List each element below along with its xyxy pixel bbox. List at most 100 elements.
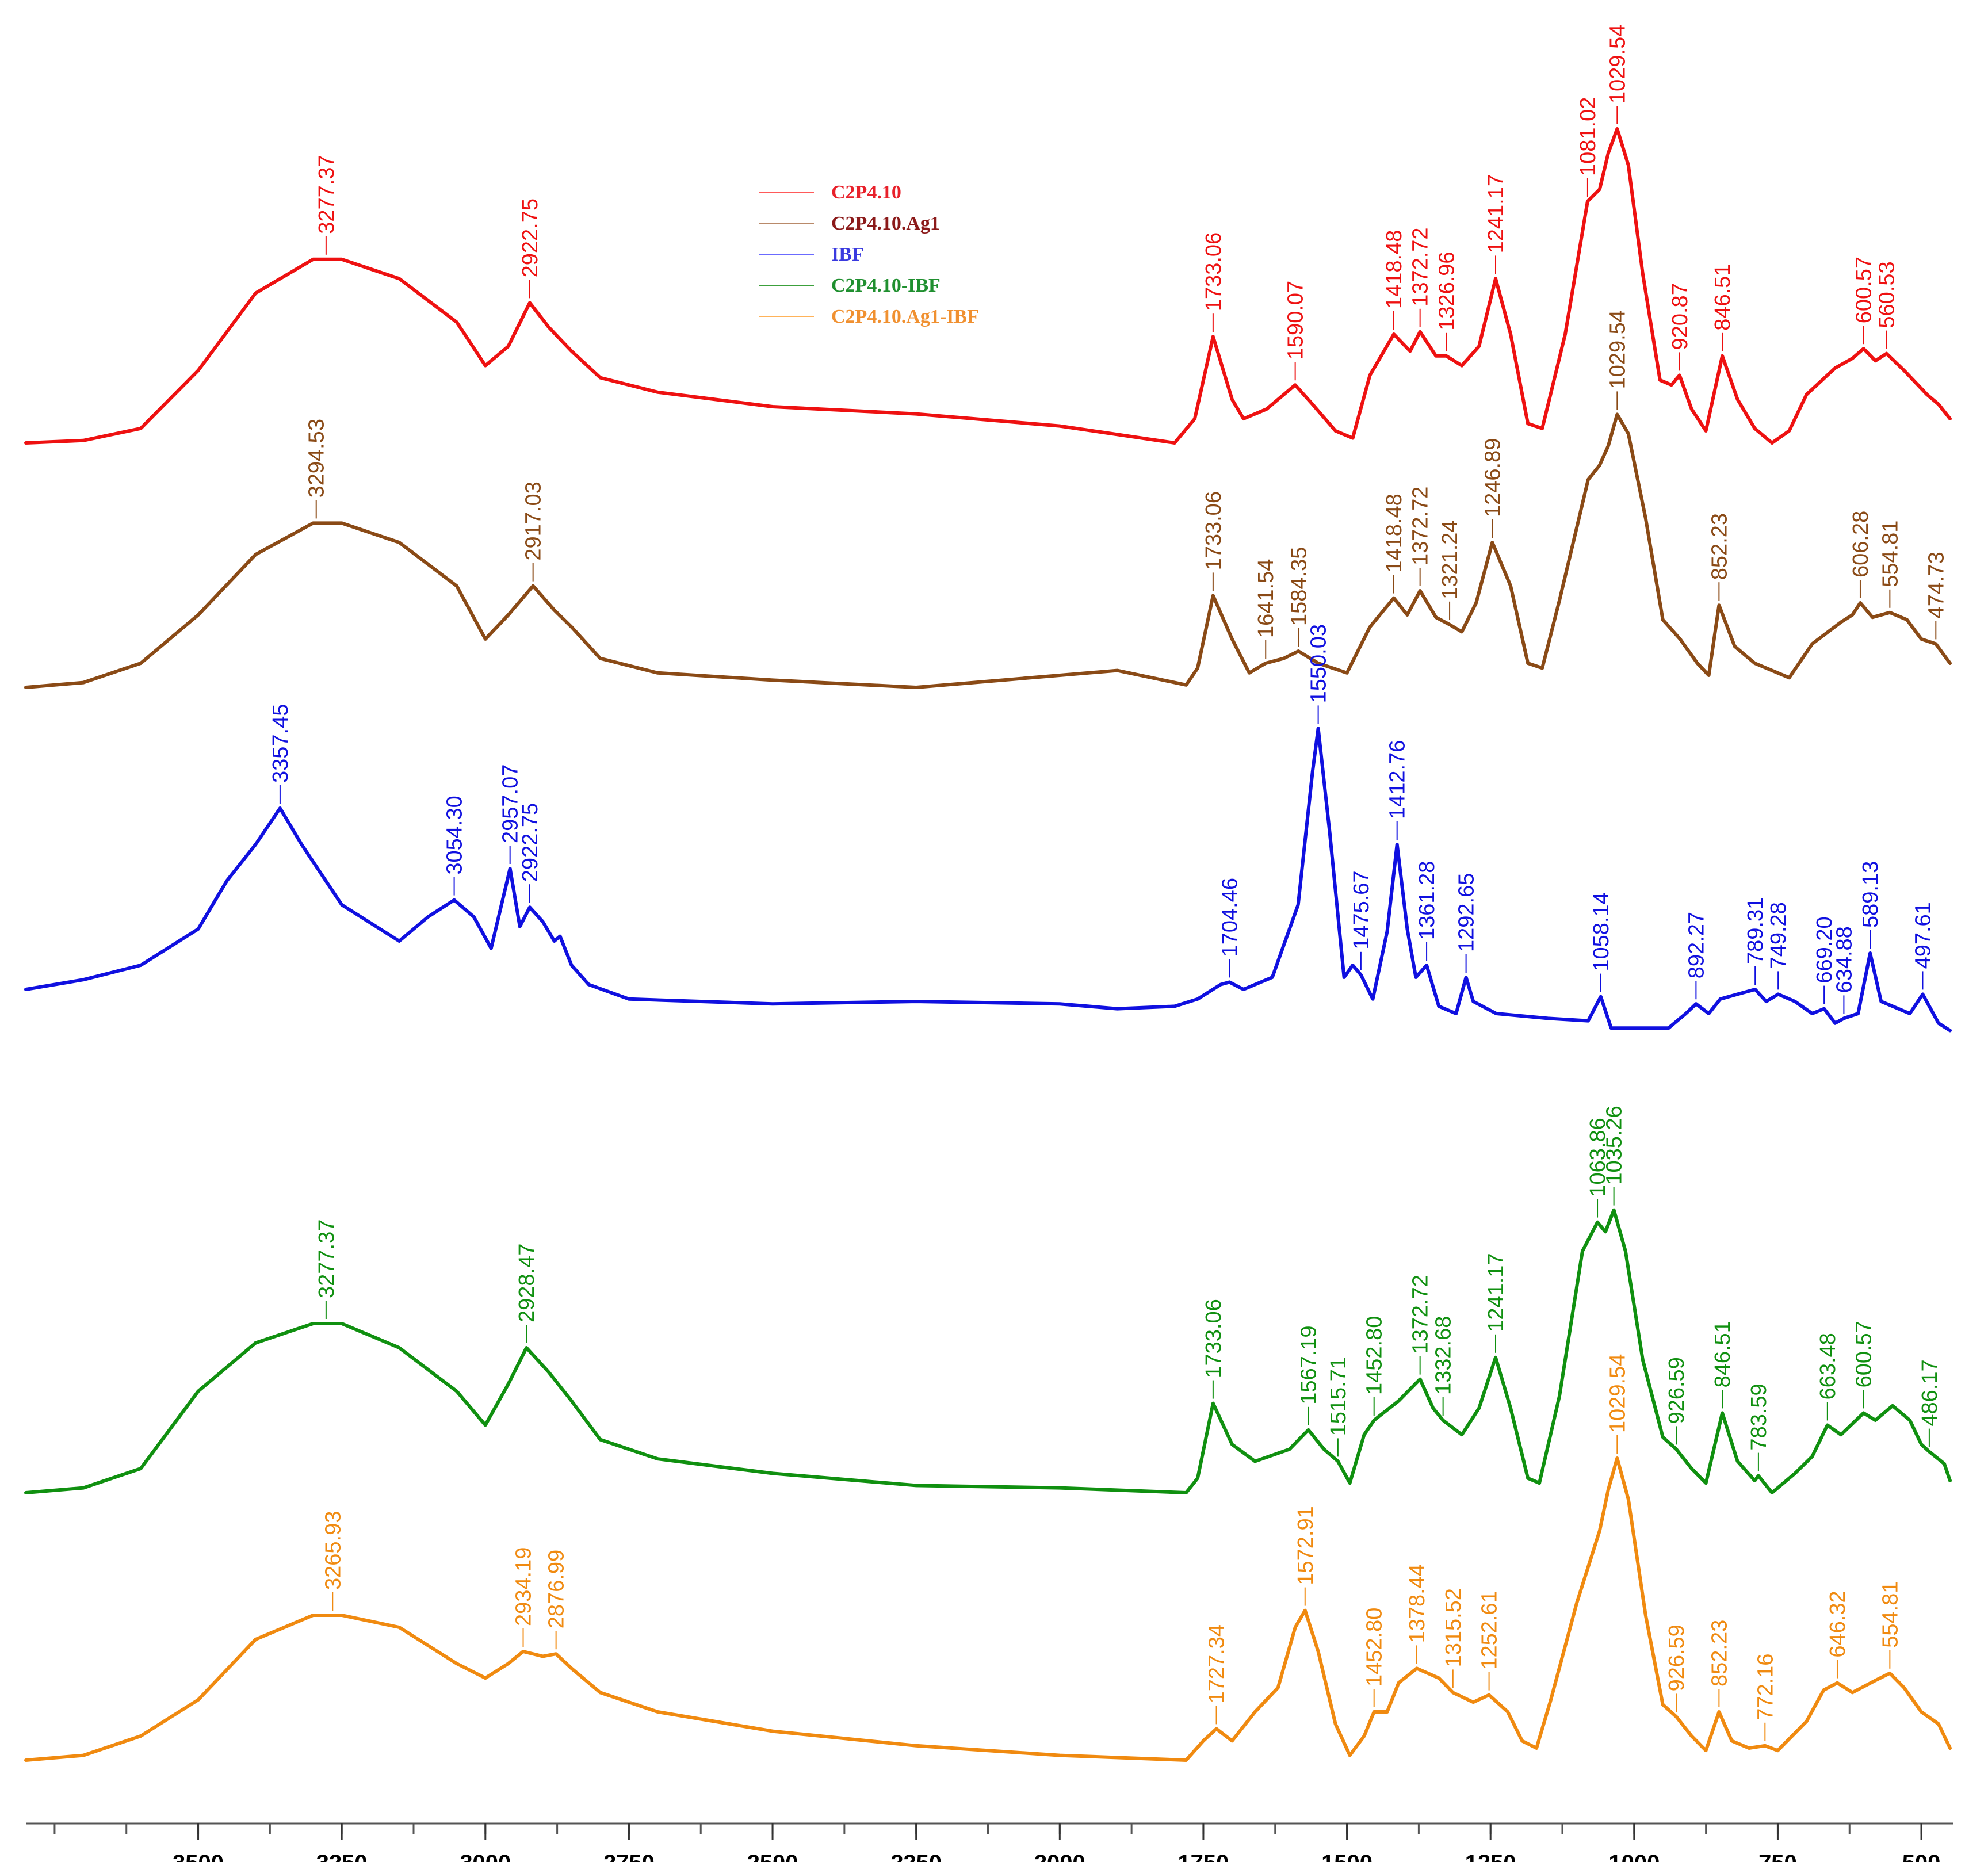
peak-label-c2p4-10: 920.87 — [1668, 283, 1692, 371]
peak-label-c2p4-10-ibf: 783.59 — [1747, 1383, 1771, 1471]
peak-value: 772.16 — [1753, 1654, 1777, 1720]
peak-value: 1590.07 — [1284, 281, 1308, 360]
peak-value: 1641.54 — [1254, 559, 1278, 638]
x-axis: 3500 3250 3000 2750 2500 2250 2000 1750 1500 1250… — [26, 1822, 1953, 1862]
legend-label: C2P4.10-IBF — [831, 275, 941, 296]
x-tick-label: 3500 — [173, 1850, 224, 1862]
peak-value: 1029.54 — [1605, 25, 1630, 104]
peak-label-c2p4-10: 2922.75 — [518, 198, 542, 299]
peak-label-c2p4-10-ibf: 1452.80 — [1363, 1316, 1387, 1416]
peak-label-ibf: 497.61 — [1911, 902, 1935, 990]
peak-value: 1361.28 — [1415, 861, 1439, 940]
peak-label-ibf: 2957.07 — [499, 764, 523, 864]
x-tick-label: 2750 — [603, 1850, 655, 1862]
peak-label-c2p4-10: 1372.72 — [1409, 227, 1433, 327]
trace-c2p4-10-ag1-ibf — [24, 1456, 1952, 1762]
peak-label-c2p4-10-ag1-ibf: 3265.93 — [321, 1511, 345, 1611]
x-tick-label: 1250 — [1465, 1850, 1516, 1862]
peak-value: 2934.19 — [512, 1547, 536, 1626]
peak-value: 846.51 — [1711, 1321, 1735, 1387]
peak-value: 3277.37 — [315, 1219, 339, 1298]
x-tick-label: 3000 — [460, 1850, 511, 1862]
x-tick-label: 1500 — [1321, 1850, 1373, 1862]
peak-label-c2p4-10-ibf: 3277.37 — [315, 1219, 339, 1319]
peak-label-c2p4-10: 1733.06 — [1202, 232, 1226, 332]
x-tick-label: 1750 — [1177, 1850, 1229, 1862]
peak-label-ibf: 669.20 — [1813, 916, 1837, 1004]
peak-value: 2876.99 — [545, 1550, 569, 1628]
peak-value: 1081.02 — [1576, 97, 1600, 176]
trace-c2p4-10-ibf — [24, 1208, 1952, 1494]
peak-label-ibf: 1475.67 — [1349, 870, 1374, 970]
x-tick-label: 500 — [1902, 1850, 1941, 1862]
peak-label-c2p4-10-ibf: 2928.47 — [515, 1244, 539, 1343]
peak-label-c2p4-10-ibf: 600.57 — [1852, 1321, 1876, 1409]
peak-value: 3265.93 — [321, 1511, 345, 1590]
peak-value: 1241.17 — [1484, 174, 1508, 253]
peak-value: 2928.47 — [515, 1244, 539, 1322]
peak-value: 497.61 — [1911, 902, 1935, 969]
peak-value: 789.31 — [1744, 897, 1768, 964]
peak-label-c2p4-10-ag1-ibf: 1572.91 — [1294, 1506, 1318, 1606]
peak-value: 926.59 — [1665, 1624, 1689, 1691]
peak-label-c2p4-10: 560.53 — [1875, 261, 1899, 349]
peak-label-c2p4-10-ibf: 1733.06 — [1202, 1299, 1226, 1399]
peak-label-c2p4-10-ibf: 1372.72 — [1409, 1275, 1433, 1375]
peak-value: 1029.54 — [1605, 310, 1630, 389]
peak-value: 474.73 — [1924, 552, 1948, 618]
peak-value: 3357.45 — [269, 704, 293, 783]
x-tick-label: 750 — [1758, 1850, 1797, 1862]
peak-label-ibf: 1292.65 — [1455, 873, 1479, 973]
trace-ibf — [24, 727, 1952, 1033]
peak-value: 669.20 — [1813, 916, 1837, 983]
legend: C2P4.10 C2P4.10.Ag1 IBF C2P4.10-IBF C2P4.10.… — [759, 182, 979, 327]
peak-value: 600.57 — [1852, 1321, 1876, 1387]
peak-label-ibf: 892.27 — [1684, 912, 1708, 1000]
peak-label-c2p4-10: 600.57 — [1852, 257, 1876, 345]
peak-label-c2p4-10-ag1-ibf: 1252.61 — [1478, 1590, 1502, 1691]
peak-label-c2p4-10-ag1: 3294.53 — [305, 419, 329, 519]
peak-value: 1378.44 — [1405, 1564, 1429, 1643]
peak-label-ibf: 1704.46 — [1218, 878, 1242, 978]
peak-label-ibf: 3357.45 — [269, 704, 293, 804]
peak-label-c2p4-10-ag1-ibf: 926.59 — [1665, 1624, 1689, 1712]
peak-label-c2p4-10-ag1-ibf: 1452.80 — [1363, 1608, 1387, 1707]
legend-entry: C2P4.10.Ag1 — [759, 213, 940, 234]
peak-value: 1332.68 — [1432, 1316, 1456, 1395]
peak-value: 1063.86 — [1586, 1118, 1610, 1196]
peak-label-ibf: 589.13 — [1859, 861, 1883, 949]
peak-value: 846.51 — [1711, 264, 1735, 331]
peak-value: 1292.65 — [1455, 873, 1479, 952]
peak-label-c2p4-10: 846.51 — [1711, 264, 1735, 351]
legend-label: C2P4.10.Ag1-IBF — [831, 306, 979, 327]
peak-label-c2p4-10-ibf: 1332.68 — [1432, 1316, 1456, 1416]
peak-label-c2p4-10-ag1-ibf: 2876.99 — [545, 1550, 569, 1650]
peak-value: 3294.53 — [305, 419, 329, 498]
peak-value: 1252.61 — [1478, 1590, 1502, 1669]
legend-entry: C2P4.10 — [759, 182, 901, 203]
peak-value: 920.87 — [1668, 283, 1692, 350]
peak-value: 3054.30 — [443, 796, 467, 874]
peak-label-c2p4-10-ag1: 2917.03 — [522, 481, 546, 582]
peak-label-c2p4-10: 1081.02 — [1576, 97, 1600, 197]
peak-label-c2p4-10-ibf: 486.17 — [1918, 1359, 1942, 1447]
peak-value: 1241.17 — [1484, 1253, 1508, 1332]
peak-value: 1372.72 — [1409, 227, 1433, 306]
peak-label-c2p4-10-ag1: 554.81 — [1878, 521, 1902, 608]
peak-label-c2p4-10-ibf: 1241.17 — [1484, 1253, 1508, 1353]
peak-value: 1035.26 — [1603, 1106, 1627, 1184]
peak-value: 1452.80 — [1363, 1316, 1387, 1395]
peak-value: 1326.96 — [1435, 251, 1459, 330]
peak-value: 1475.67 — [1349, 870, 1374, 949]
peak-label-ibf: 1412.76 — [1386, 740, 1410, 840]
peak-value: 783.59 — [1747, 1383, 1771, 1450]
peak-value: 1418.48 — [1382, 494, 1406, 572]
peak-value: 1246.89 — [1481, 438, 1505, 517]
peak-value: 1321.24 — [1438, 520, 1462, 599]
peak-label-c2p4-10-ag1-ibf: 772.16 — [1753, 1654, 1777, 1741]
peak-label-c2p4-10-ibf: 926.59 — [1665, 1357, 1689, 1445]
spectrum-traces — [24, 127, 1952, 1762]
peak-value: 749.28 — [1767, 902, 1791, 969]
peak-value: 486.17 — [1918, 1359, 1942, 1426]
peak-value: 1733.06 — [1202, 1299, 1226, 1378]
